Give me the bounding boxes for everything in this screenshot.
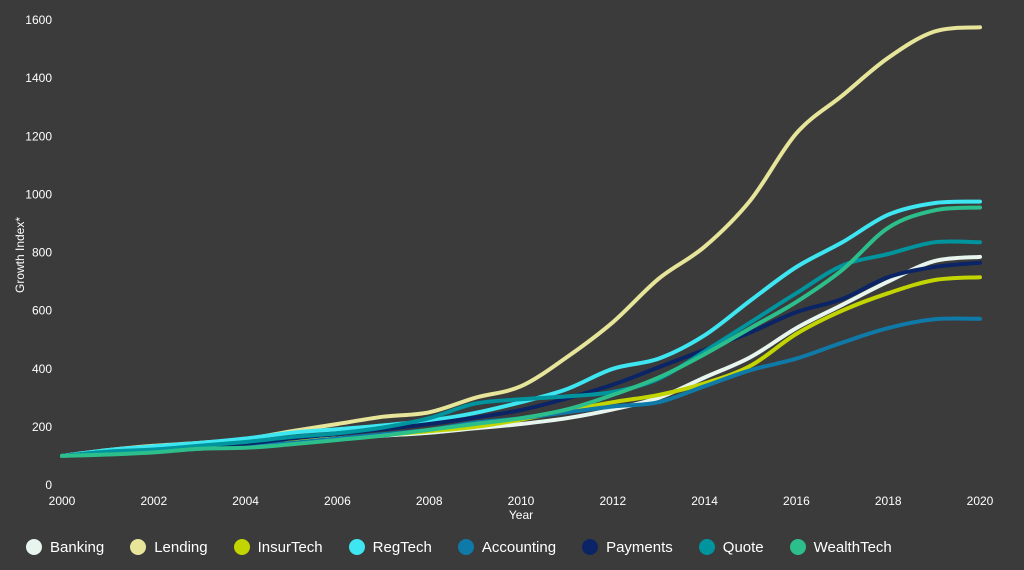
y-tick-label: 0 <box>45 478 52 492</box>
legend-label: Banking <box>50 538 105 556</box>
x-tick-label: 2004 <box>232 494 259 508</box>
legend-label: InsurTech <box>257 538 323 556</box>
legend-swatch <box>582 539 599 555</box>
y-axis-label: Growth Index* <box>13 217 27 293</box>
x-tick-label: 2014 <box>691 494 718 508</box>
y-tick-label: 800 <box>32 246 52 260</box>
y-tick-label: 1400 <box>25 71 52 85</box>
x-tick-label: 2012 <box>599 494 626 508</box>
legend-item-quote: Quote <box>698 538 764 556</box>
legend-swatch <box>698 539 715 555</box>
legend-swatch <box>130 539 147 555</box>
legend-label: RegTech <box>372 538 432 556</box>
x-tick-label: 2010 <box>508 494 535 508</box>
x-tick-label: 2016 <box>783 494 810 508</box>
legend-label: WealthTech <box>813 538 892 556</box>
series-lines <box>60 25 982 458</box>
legend-label: Quote <box>722 538 764 556</box>
legend-item-banking: Banking <box>26 539 104 556</box>
y-tick-label: 1200 <box>25 129 52 143</box>
legend-item-accounting: Accounting <box>457 538 557 556</box>
series-line-banking <box>60 254 982 458</box>
legend-swatch <box>789 539 806 555</box>
legend-label: Payments <box>606 538 673 556</box>
series-line-wealthtech <box>60 205 982 458</box>
x-tick-label: 2006 <box>324 494 351 508</box>
legend-label: Accounting <box>481 538 557 556</box>
y-tick-label: 1000 <box>25 187 52 201</box>
x-axis-label: Year <box>509 508 533 522</box>
legend-swatch <box>348 539 365 555</box>
x-tick-label: 2008 <box>416 494 443 508</box>
x-axis-ticks: 2000 2002 2004 2006 2008 2010 2012 2014 2016 2018… <box>49 494 994 508</box>
series-line-quote <box>60 239 982 458</box>
x-tick-label: 2020 <box>967 494 994 508</box>
y-tick-label: 200 <box>32 420 52 434</box>
x-tick-label: 2002 <box>140 494 167 508</box>
legend-swatch <box>26 539 42 555</box>
legend-item-payments: Payments <box>582 539 673 556</box>
legend: Banking Lending InsurTech RegTech Accounting… <box>26 533 918 561</box>
y-axis-ticks: 0 200 400 600 800 1000 1200 1400 1600 <box>25 13 52 492</box>
legend-item-regtech: RegTech <box>348 538 432 556</box>
y-tick-label: 600 <box>32 304 52 318</box>
x-tick-label: 2000 <box>49 494 76 508</box>
legend-label: Lending <box>154 538 208 556</box>
series-line-regtech <box>60 199 982 458</box>
x-tick-label: 2018 <box>875 494 902 508</box>
legend-item-wealthtech: WealthTech <box>789 538 892 556</box>
legend-swatch <box>457 539 474 555</box>
y-tick-label: 1600 <box>25 13 52 27</box>
legend-item-insurtech: InsurTech <box>233 538 323 556</box>
y-tick-label: 400 <box>32 362 52 376</box>
legend-swatch <box>233 539 250 555</box>
legend-item-lending: Lending <box>130 538 208 556</box>
series-line-payments <box>60 260 982 458</box>
